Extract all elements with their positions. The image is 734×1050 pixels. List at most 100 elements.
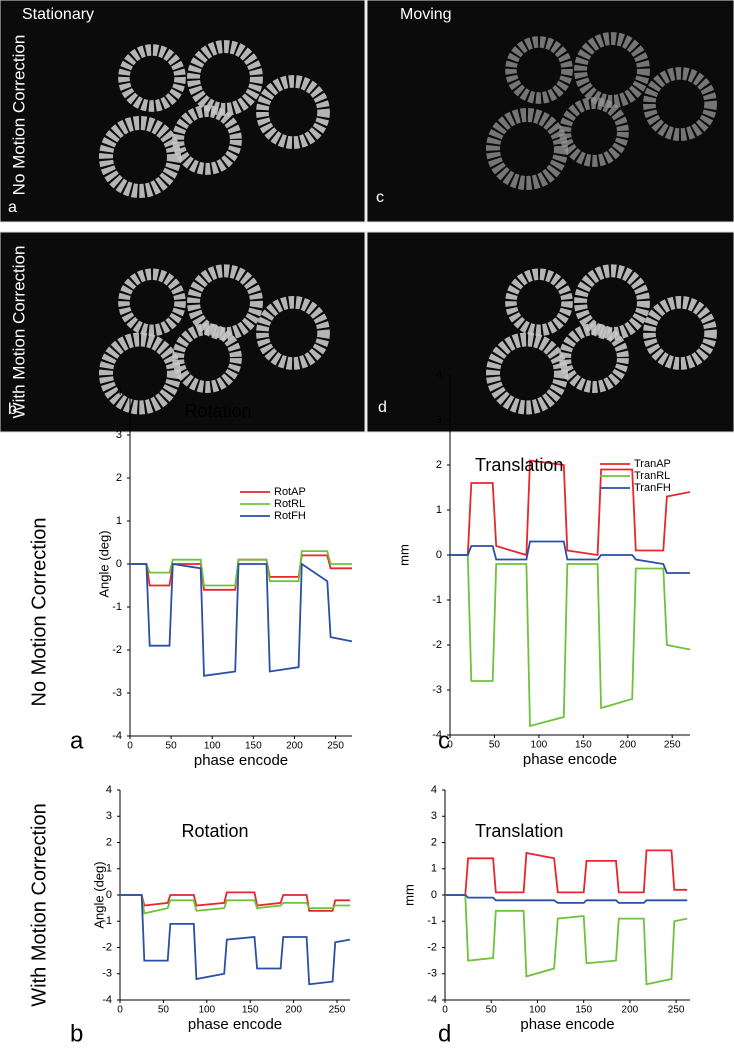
legend-label: TranRL — [634, 470, 670, 482]
phantom-ring — [118, 268, 186, 337]
phantom-ring — [118, 44, 186, 112]
phantom-ring — [172, 323, 242, 393]
y-tick-label: -3 — [112, 687, 122, 699]
x-tick-label: 200 — [286, 741, 303, 752]
x-tick-label: 50 — [489, 740, 501, 751]
column-label: Stationary — [22, 6, 94, 23]
panel-letter: b — [70, 1020, 83, 1047]
x-tick-label: 0 — [127, 741, 133, 752]
x-tick-label: 0 — [442, 1005, 448, 1016]
y-tick-label: -1 — [102, 915, 112, 927]
y-tick-label: -4 — [112, 730, 122, 742]
y-axis-label: Angle (deg) — [91, 861, 106, 928]
series-line — [450, 540, 690, 574]
legend-label: TranAP — [634, 458, 671, 470]
series-line — [120, 894, 351, 986]
phantom-ring — [505, 36, 573, 104]
y-tick-label: 0 — [106, 889, 112, 901]
x-tick-label: 250 — [329, 1005, 346, 1016]
x-axis-label: phase encode — [188, 1016, 282, 1033]
x-tick-label: 200 — [622, 1005, 639, 1016]
image-panel — [0, 0, 366, 223]
x-axis-label: phase encode — [523, 751, 617, 768]
phantom-ring — [505, 268, 573, 337]
y-tick-label: -4 — [432, 729, 442, 741]
legend-label: RotAP — [274, 486, 306, 498]
y-axis-label: mm — [396, 544, 411, 566]
panel-letter: a — [70, 727, 84, 754]
y-tick-label: -1 — [112, 601, 122, 613]
y-tick-label: 0 — [116, 558, 122, 570]
x-tick-label: 50 — [158, 1005, 170, 1016]
chart-title: Rotation — [181, 821, 248, 841]
panel-letter: b — [8, 401, 17, 418]
y-tick-label: 0 — [431, 889, 437, 901]
phantom-ring — [559, 97, 629, 167]
phantom-ring — [643, 296, 717, 370]
x-axis-label: phase encode — [520, 1016, 614, 1033]
y-tick-label: -4 — [102, 994, 112, 1006]
y-tick-label: 2 — [436, 459, 442, 471]
y-tick-label: -2 — [432, 639, 442, 651]
y-tick-label: 2 — [106, 836, 112, 848]
phantom-ring — [187, 40, 263, 116]
phantom-ring — [559, 323, 629, 393]
panel-letter: c — [438, 727, 450, 754]
y-tick-label: -2 — [427, 941, 437, 953]
series-line — [120, 894, 350, 915]
y-tick-label: -2 — [102, 941, 112, 953]
y-tick-label: 4 — [116, 386, 122, 398]
x-tick-label: 100 — [204, 741, 221, 752]
y-tick-label: 3 — [431, 810, 437, 822]
image-panel — [366, 231, 734, 433]
x-tick-label: 250 — [668, 1005, 685, 1016]
chart-title: Translation — [475, 821, 563, 841]
y-tick-label: -3 — [432, 684, 442, 696]
y-tick-label: 2 — [431, 836, 437, 848]
y-tick-label: 3 — [436, 414, 442, 426]
series-line — [445, 894, 688, 904]
row-label: With Motion Correction — [9, 246, 28, 419]
series-line — [450, 459, 691, 557]
x-tick-label: 200 — [619, 740, 636, 751]
phantom-ring — [256, 296, 330, 370]
chart-title: Rotation — [184, 401, 251, 421]
x-tick-label: 0 — [447, 740, 453, 751]
phantom-ring — [172, 105, 242, 175]
series-line — [450, 554, 691, 728]
legend-label: RotFH — [274, 510, 306, 522]
y-tick-label: 1 — [116, 515, 122, 527]
panel-letter: c — [376, 189, 384, 206]
y-tick-label: 0 — [436, 549, 442, 561]
series-line — [130, 562, 353, 677]
series-line — [120, 891, 350, 912]
y-tick-label: -1 — [432, 594, 442, 606]
y-tick-label: -4 — [427, 994, 437, 1006]
x-tick-label: 150 — [242, 1005, 259, 1016]
x-tick-label: 150 — [575, 1005, 592, 1016]
column-label: Moving — [400, 6, 452, 23]
y-tick-label: 3 — [106, 810, 112, 822]
row-label: With Motion Correction — [28, 803, 50, 1006]
y-axis-label: mm — [401, 884, 416, 906]
row-label: No Motion Correction — [9, 35, 28, 196]
y-tick-label: -3 — [427, 968, 437, 980]
x-tick-label: 100 — [531, 740, 548, 751]
x-tick-label: 250 — [327, 741, 344, 752]
phantom-ring — [486, 108, 568, 190]
panel-letter: d — [378, 399, 387, 416]
row-label: No Motion Correction — [28, 518, 50, 707]
y-tick-label: 2 — [116, 472, 122, 484]
series-line — [130, 550, 352, 587]
phantom-ring — [99, 332, 181, 415]
image-panel — [0, 231, 366, 433]
y-tick-label: 4 — [431, 784, 437, 796]
x-tick-label: 250 — [664, 740, 681, 751]
x-tick-label: 150 — [245, 741, 262, 752]
y-tick-label: 1 — [431, 863, 437, 875]
panel-letter: a — [8, 199, 17, 216]
phantom-ring — [574, 32, 650, 108]
y-tick-label: 1 — [436, 504, 442, 516]
y-tick-label: 4 — [436, 369, 442, 381]
